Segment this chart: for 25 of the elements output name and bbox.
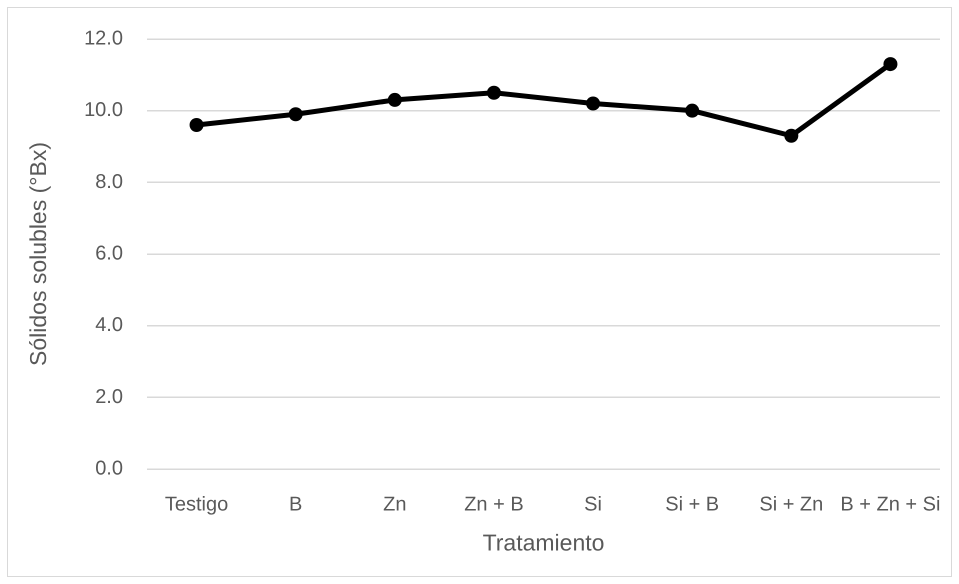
x-tick-label: B + Zn + Si (840, 494, 940, 516)
x-tick-label: Si + B (665, 494, 720, 516)
y-tick-label: 2.0 (95, 386, 123, 408)
y-tick-label: 10.0 (84, 99, 123, 122)
point (685, 104, 700, 118)
y-axis-title: Sólidos solubles (°Bx) (25, 142, 52, 366)
y-tick-label: 6.0 (95, 242, 123, 265)
point (784, 128, 798, 143)
x-tick-label: Si (584, 494, 602, 516)
y-tick-label: 0.0 (95, 458, 123, 480)
x-tick-label: Si + Zn (759, 494, 824, 516)
point (883, 57, 898, 72)
y-tick-label: 8.0 (95, 170, 123, 193)
y-tick-label: 12.0 (84, 28, 123, 50)
x-tick-label: Testigo (164, 494, 228, 516)
x-tick-label: B (289, 494, 302, 516)
point (586, 96, 600, 110)
x-axis-title: Tratamiento (482, 530, 604, 556)
point (190, 118, 204, 132)
y-tick-label: 4.0 (95, 314, 123, 336)
x-tick-label: Zn (383, 494, 406, 516)
point (288, 107, 303, 122)
point (388, 92, 402, 107)
x-tick-label: Zn + B (464, 494, 524, 516)
point (486, 86, 501, 100)
